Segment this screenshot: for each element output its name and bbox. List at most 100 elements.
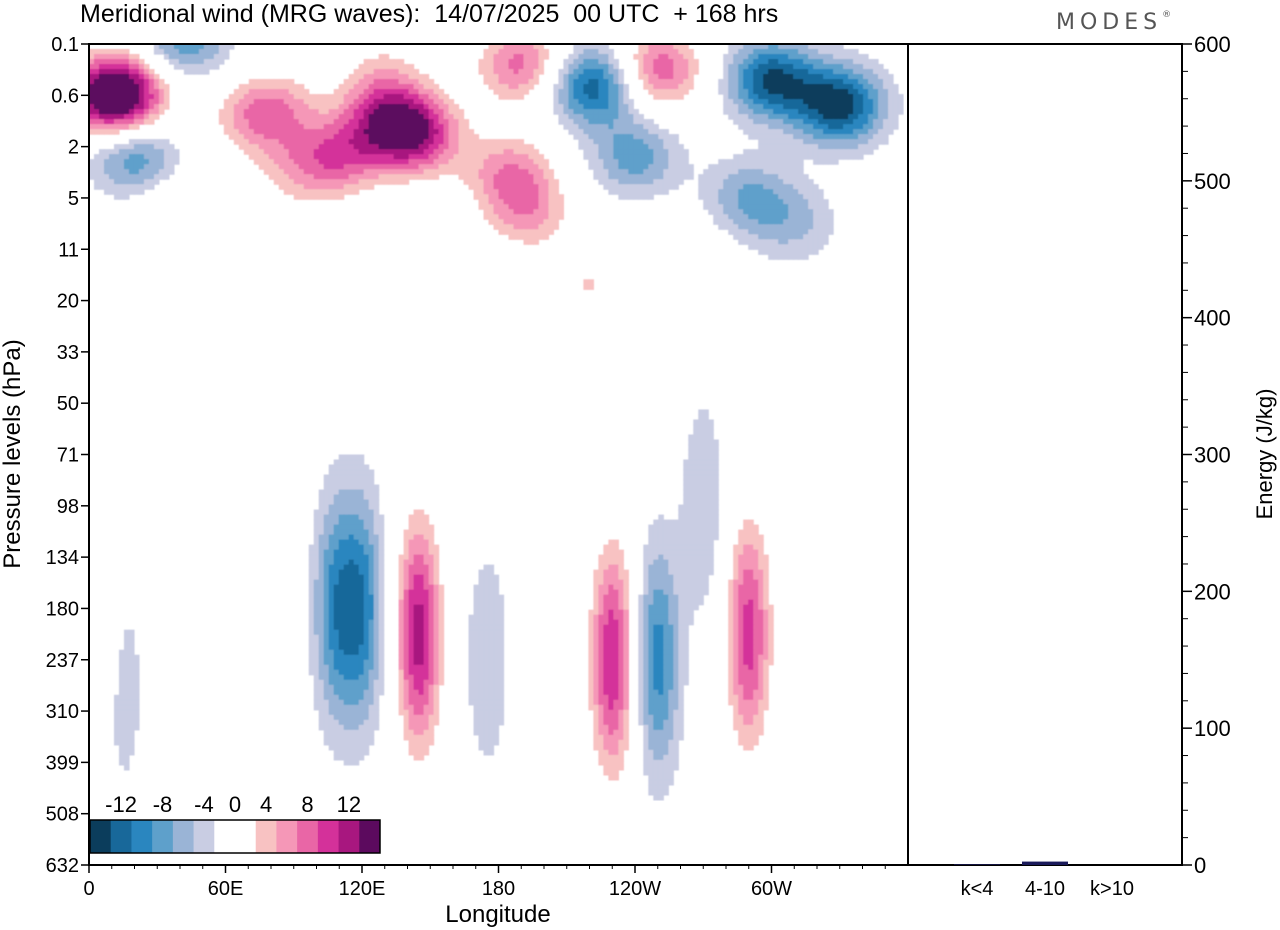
field-cell <box>643 164 649 170</box>
field-cell <box>443 169 450 175</box>
field-cell <box>193 49 200 55</box>
field-cell <box>623 599 629 606</box>
field-cell <box>793 254 799 260</box>
field-cell <box>598 179 604 185</box>
field-cell <box>108 74 115 80</box>
field-cell <box>428 114 435 120</box>
field-cell <box>253 144 260 150</box>
field-cell <box>98 74 105 80</box>
field-cell <box>693 59 699 65</box>
field-cell <box>733 199 739 205</box>
field-cell <box>238 94 245 100</box>
field-cell <box>403 79 410 85</box>
field-cell <box>768 159 774 165</box>
field-cell <box>353 614 360 621</box>
field-cell <box>548 204 555 210</box>
field-cell <box>518 74 525 80</box>
field-cell <box>358 164 365 170</box>
field-cell <box>768 619 774 626</box>
field-cell <box>793 199 799 205</box>
field-cell <box>748 99 754 105</box>
field-cell <box>803 94 809 100</box>
field-cell <box>668 529 674 536</box>
field-cell <box>368 604 375 611</box>
field-cell <box>368 479 375 486</box>
field-cell <box>463 179 470 185</box>
field-cell <box>598 574 604 581</box>
field-cell <box>368 144 375 150</box>
field-cell <box>123 159 130 165</box>
field-cell <box>758 149 764 155</box>
field-cell <box>408 524 415 531</box>
field-cell <box>343 469 350 476</box>
field-cell <box>563 124 570 130</box>
field-cell <box>368 119 375 125</box>
field-cell <box>758 164 764 170</box>
field-cell <box>828 104 834 110</box>
field-cell <box>603 79 609 85</box>
field-cell <box>733 584 739 591</box>
field-cell <box>738 169 744 175</box>
field-cell <box>263 129 270 135</box>
field-cell <box>368 179 375 185</box>
field-cell <box>648 609 654 616</box>
field-cell <box>813 224 819 230</box>
field-cell <box>753 149 759 155</box>
field-cell <box>683 584 689 591</box>
field-cell <box>768 74 774 80</box>
field-cell <box>393 144 400 150</box>
field-cell <box>713 519 719 526</box>
field-cell <box>728 114 734 120</box>
field-cell <box>393 74 400 80</box>
field-cell <box>128 189 135 195</box>
field-cell <box>713 489 719 496</box>
field-cell <box>813 54 819 60</box>
field-cell <box>793 59 799 65</box>
field-cell <box>798 199 804 205</box>
field-cell <box>438 584 445 591</box>
field-cell <box>693 559 699 566</box>
field-cell <box>758 559 764 566</box>
field-cell <box>403 534 410 541</box>
field-cell <box>683 609 689 616</box>
field-cell <box>423 564 430 571</box>
field-cell <box>588 79 594 85</box>
field-cell <box>663 569 669 576</box>
field-cell <box>668 149 674 155</box>
field-cell <box>598 134 604 140</box>
field-cell <box>498 189 505 195</box>
field-cell <box>333 179 340 185</box>
field-cell <box>643 129 649 135</box>
field-cell <box>748 539 754 546</box>
field-cell <box>688 614 694 621</box>
field-cell <box>638 154 644 160</box>
field-cell <box>533 149 540 155</box>
field-cell <box>568 104 574 110</box>
field-cell <box>763 154 769 160</box>
field-cell <box>808 74 814 80</box>
field-cell <box>603 109 609 115</box>
field-cell <box>373 539 380 546</box>
field-cell <box>283 79 290 85</box>
field-cell <box>513 184 520 190</box>
field-cell <box>663 524 669 531</box>
field-cell <box>773 114 779 120</box>
field-cell <box>228 104 235 110</box>
field-cell <box>813 139 819 145</box>
field-cell <box>388 79 395 85</box>
field-cell <box>433 599 440 606</box>
field-cell <box>768 609 774 616</box>
field-cell <box>353 544 360 551</box>
field-cell <box>693 504 699 511</box>
field-cell <box>348 594 355 601</box>
field-cell <box>258 139 265 145</box>
field-cell <box>353 454 360 461</box>
field-cell <box>743 619 749 626</box>
field-cell <box>788 244 794 250</box>
field-cell <box>328 484 335 491</box>
field-cell <box>128 74 135 80</box>
field-cell <box>668 89 674 95</box>
field-cell <box>763 144 769 150</box>
field-cell <box>493 179 500 185</box>
field-cell <box>863 94 869 100</box>
